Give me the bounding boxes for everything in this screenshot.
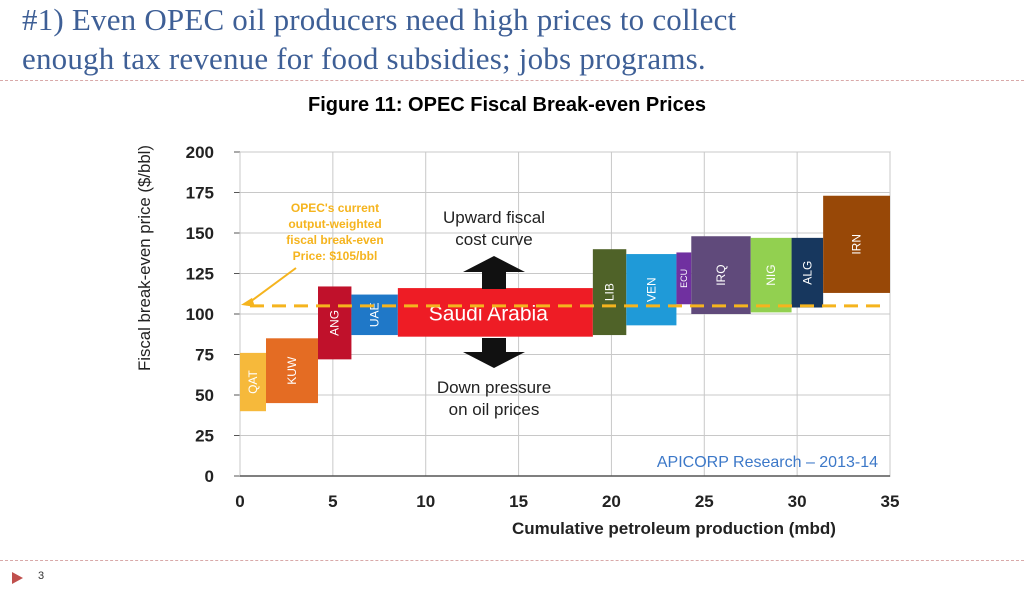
slide-title-line-2: enough tax revenue for food subsidies; j… [22,41,706,76]
y-axis-label: Fiscal break-even price ($/bbl) [135,145,154,371]
bar-label: IRQ [714,264,728,285]
breakeven-annotation-line: fiscal break-even [286,233,383,247]
upward-annotation-line: cost curve [455,230,532,249]
y-tick-label: 0 [205,467,214,486]
x-tick-label: 10 [416,492,435,511]
y-tick-label: 50 [195,386,214,405]
footer-arrow-icon [12,572,23,584]
bar-uae [351,294,398,336]
page-number: 3 [38,570,45,582]
bar-label: KUW [285,356,299,385]
slide-title: #1) Even OPEC oil producers need high pr… [22,0,1012,78]
bar-ven [626,254,677,326]
x-tick-label: 20 [602,492,621,511]
x-tick-label: 0 [235,492,244,511]
bar-irn [823,195,890,293]
bar-ecu [676,252,692,305]
bar-label: VEN [644,277,658,302]
bar-label: ECU [679,269,689,288]
bar-label: ANG [328,310,342,336]
y-tick-label: 25 [195,427,214,446]
bar-irq [691,236,751,314]
bar-nig [750,237,792,313]
title-divider [0,80,1024,81]
y-tick-label: 150 [186,224,214,243]
x-tick-label: 5 [328,492,337,511]
down-annotation-line: Down pressure [437,378,551,397]
breakeven-annotation-line: OPEC's current [291,201,379,215]
bar-label: Saudi Arabia [429,302,548,325]
footer-divider [0,560,1024,561]
x-tick-label: 25 [695,492,714,511]
bar-label: QAT [246,369,260,393]
y-tick-label: 175 [186,184,214,203]
x-tick-label: 35 [881,492,900,511]
x-tick-label: 30 [788,492,807,511]
bar-label: IRN [850,234,864,255]
breakeven-pointer-arrowhead-icon [241,297,255,307]
y-tick-label: 100 [186,305,214,324]
bar-qat [240,352,266,412]
y-tick-label: 200 [186,143,214,162]
bar-label: ALG [800,261,814,285]
breakeven-annotation-line: Price: $105/bbl [293,249,378,263]
bar-alg [791,237,824,308]
x-tick-label: 15 [509,492,528,511]
up-arrow-icon [463,256,525,289]
x-axis-label: Cumulative petroleum production (mbd) [512,519,836,538]
breakeven-pointer-line [245,267,297,306]
y-tick-label: 125 [186,265,214,284]
down-arrow-icon [463,338,525,368]
bar-label: NIG [764,264,778,285]
bar-ang [318,286,352,360]
slide-title-line-1: #1) Even OPEC oil producers need high pr… [22,2,737,37]
upward-annotation-line: Upward fiscal [443,208,545,227]
bar-label: LIB [603,283,617,301]
source-label: APICORP Research – 2013-14 [657,454,878,471]
bar-lib [592,249,627,336]
bar-saudi-arabia [397,288,593,337]
bar-label: UAE [368,302,382,327]
chart-title: Figure 11: OPEC Fiscal Break-even Prices [308,94,706,116]
down-annotation-line: on oil prices [449,400,540,419]
y-tick-label: 75 [195,346,214,365]
breakeven-annotation-line: output-weighted [288,217,381,231]
bar-kuw [266,338,318,404]
